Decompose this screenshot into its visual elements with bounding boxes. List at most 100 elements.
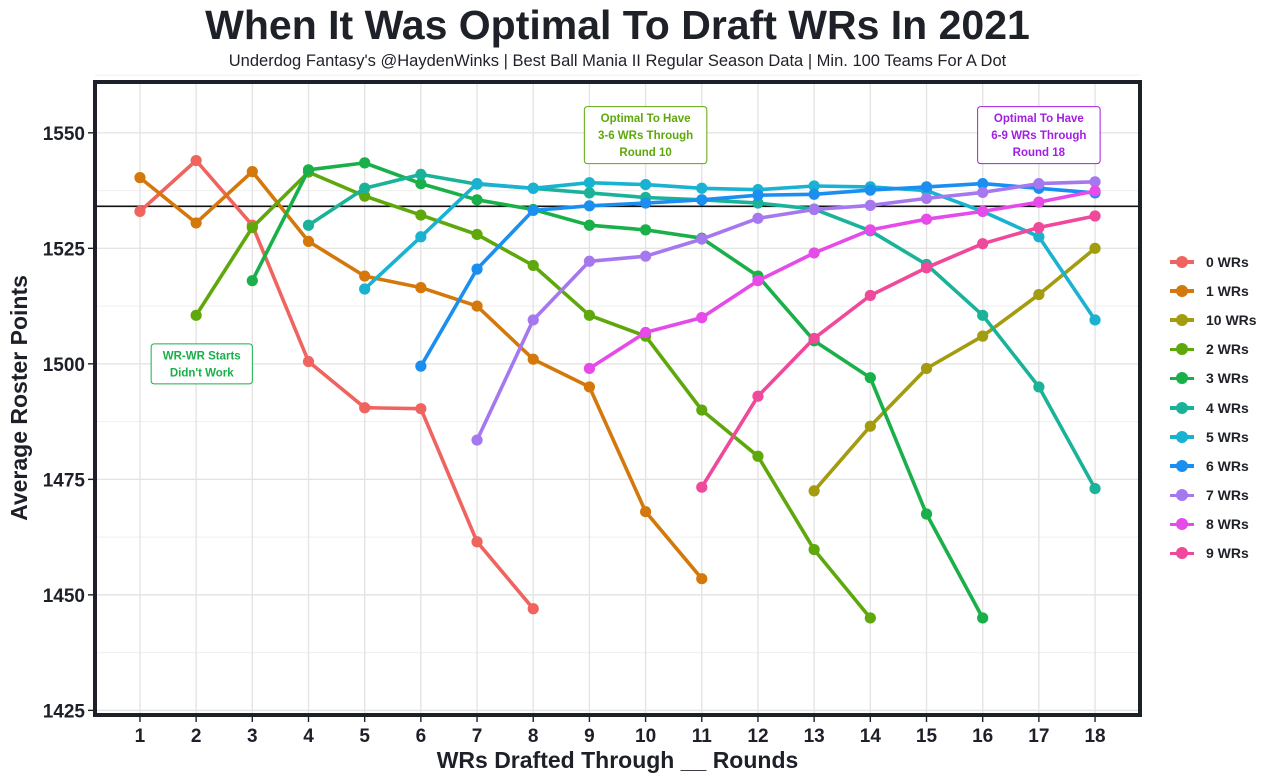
series-8-wrs <box>583 185 1101 375</box>
data-point <box>246 221 258 234</box>
x-tick-label: 13 <box>804 726 825 747</box>
x-tick-label: 16 <box>972 726 993 747</box>
annotation-text: Didn't Work <box>170 367 234 379</box>
x-tick-label: 5 <box>359 726 370 747</box>
data-point <box>864 612 876 624</box>
data-point <box>1033 288 1045 301</box>
legend-label: 10 WRs <box>1206 311 1257 328</box>
x-tick-label: 17 <box>1028 726 1049 747</box>
data-point <box>808 180 820 192</box>
annotation-label: WR-WR Starts Didn't Work <box>150 343 253 385</box>
annotation-box <box>150 343 253 385</box>
series-line <box>362 180 1097 322</box>
y-tick-label: 1475 <box>43 470 86 491</box>
legend-label: 2 WRs <box>1206 341 1249 358</box>
series-line <box>250 161 985 620</box>
data-point <box>977 178 989 190</box>
data-point <box>527 204 539 217</box>
data-point <box>808 332 820 345</box>
data-point <box>920 508 933 520</box>
y-tick-label: 1450 <box>43 586 85 607</box>
data-point <box>920 181 933 193</box>
data-point <box>471 536 483 548</box>
y-tick-label: 1525 <box>43 239 86 260</box>
data-point <box>696 194 708 206</box>
legend-swatch <box>1170 371 1194 385</box>
data-point <box>639 197 652 209</box>
data-point <box>864 184 876 196</box>
data-point <box>864 289 876 302</box>
data-point <box>415 403 427 415</box>
data-point <box>246 275 258 287</box>
legend-item: 6 WRs <box>1170 451 1257 480</box>
data-point <box>1033 381 1045 393</box>
legend-item: 10 WRs <box>1170 305 1257 334</box>
legend-label: 5 WRs <box>1206 428 1249 445</box>
series-6-wrs <box>415 178 1101 372</box>
data-point <box>808 203 820 216</box>
data-point <box>527 182 539 194</box>
x-tick-label: 2 <box>191 726 202 747</box>
data-point <box>527 603 539 615</box>
data-point <box>864 224 876 236</box>
data-point <box>190 309 202 321</box>
data-point <box>696 312 708 324</box>
data-point <box>302 164 315 176</box>
chart-title: When It Was Optimal To Draft WRs In 2021 <box>205 2 1030 48</box>
legend-item: 3 WRs <box>1170 364 1257 393</box>
data-point <box>583 187 596 199</box>
x-tick-label: 4 <box>303 726 314 747</box>
legend-label: 0 WRs <box>1206 253 1249 270</box>
data-point <box>415 209 427 221</box>
annotation-text: Optimal To Have <box>994 113 1084 125</box>
data-point <box>920 192 933 205</box>
data-point <box>471 194 483 206</box>
data-point <box>527 314 539 326</box>
annotation-box <box>977 106 1101 165</box>
data-point <box>696 233 708 245</box>
data-point <box>527 353 539 365</box>
y-tick-label: 1500 <box>43 355 85 376</box>
data-point <box>1033 196 1045 208</box>
y-tick-label: 1550 <box>43 124 85 145</box>
data-point <box>864 420 876 432</box>
legend-swatch <box>1170 284 1194 298</box>
legend-label: 9 WRs <box>1206 545 1249 562</box>
legend-item: 7 WRs <box>1170 481 1257 510</box>
series-line <box>699 214 1097 490</box>
series-line <box>475 180 1097 442</box>
legend-item: 1 WRs <box>1170 276 1257 305</box>
data-point <box>471 228 483 241</box>
x-tick-label: 18 <box>1084 726 1105 747</box>
data-point <box>302 355 315 368</box>
data-point <box>752 275 764 287</box>
data-point <box>977 612 989 624</box>
series-0-wrs <box>134 154 539 615</box>
data-point <box>696 404 708 416</box>
legend-label: 6 WRs <box>1206 457 1249 474</box>
x-tick-label: 6 <box>416 726 427 747</box>
legend-item: 0 WRs <box>1170 247 1257 276</box>
chart-legend: 0 WRs 1 WRs 10 WRs 2 WRs 3 WRs 4 WRs 5 WRs 6 WR… <box>1170 247 1257 568</box>
legend-swatch <box>1170 313 1194 327</box>
data-point <box>583 309 596 321</box>
annotation-box <box>583 106 708 165</box>
legend-swatch <box>1170 546 1194 560</box>
data-point <box>752 212 764 224</box>
legend-label: 8 WRs <box>1206 516 1249 533</box>
x-tick-label: 12 <box>747 726 768 747</box>
data-point <box>696 573 708 585</box>
legend-swatch <box>1170 459 1194 473</box>
data-point <box>752 189 764 201</box>
data-point <box>696 481 708 493</box>
data-point <box>977 186 989 199</box>
legend-label: 3 WRs <box>1206 370 1249 387</box>
data-point <box>808 247 820 259</box>
annotation-text: Round 10 <box>619 147 671 159</box>
data-point <box>696 182 708 194</box>
annotation-text: WR-WR Starts <box>163 350 241 362</box>
y-tick-label: 1425 <box>43 701 86 722</box>
annotation-text: 3-6 WRs Through <box>598 130 693 142</box>
data-point <box>752 450 764 462</box>
